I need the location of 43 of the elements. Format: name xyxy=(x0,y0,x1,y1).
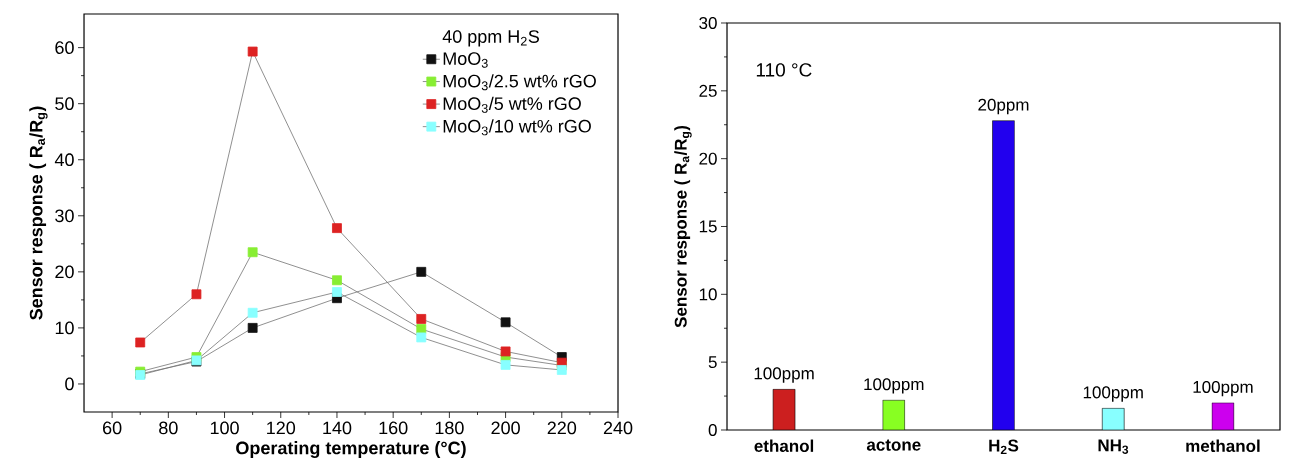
x-tick-label: 140 xyxy=(323,421,352,435)
y-tick-label: 40 xyxy=(54,153,74,167)
x-tick-label: ethanol xyxy=(754,439,814,453)
legend-label: MoO$_{3}$/10 wt% rGO xyxy=(443,119,591,136)
legend-label: MoO$_{3}$ xyxy=(443,52,488,68)
y-tick-label: 0 xyxy=(708,423,717,437)
x-tick-label: 60 xyxy=(103,421,122,435)
x-tick-label: 160 xyxy=(379,421,408,435)
y-tick-label: 20 xyxy=(55,265,74,279)
annotation: 100ppm xyxy=(1083,386,1143,402)
y-tick-label: 25 xyxy=(699,84,717,97)
annotation: 110 °C xyxy=(756,63,812,77)
legend-label: MoO$_{3}$/2.5 wt% rGO xyxy=(443,74,596,91)
legend-label: MoO$_{3}$/5 wt% rGO xyxy=(443,96,581,113)
y-tick-label: 30 xyxy=(699,16,717,30)
x-tick-label: 180 xyxy=(435,421,464,435)
legend-title: 40 ppm H$_{2}$S xyxy=(442,30,539,47)
x-tick-label: 80 xyxy=(159,421,178,435)
y-tick-label: 50 xyxy=(55,97,74,111)
x-tick-label: methanol xyxy=(1186,439,1260,453)
y-tick-label: 5 xyxy=(708,356,717,369)
y-tick-label: 10 xyxy=(55,321,74,335)
annotation: 100ppm xyxy=(864,378,924,394)
x-tick-label: 100 xyxy=(210,421,239,435)
x-tick-label: H$_{2}$S xyxy=(989,439,1019,454)
y-tick-label: 15 xyxy=(699,220,717,233)
y-tick-label: 30 xyxy=(55,209,74,223)
x-tick-label: 220 xyxy=(547,421,577,435)
y-tick-label: 0 xyxy=(65,377,74,391)
x-tick-label: 200 xyxy=(491,421,520,435)
annotation: 20ppm xyxy=(978,98,1029,115)
x-axis-title: Operating temperature (°C) xyxy=(236,441,466,458)
annotation: 100ppm xyxy=(1193,380,1253,397)
x-tick-label: 240 xyxy=(603,421,633,435)
y-tick-label: 20 xyxy=(699,152,717,165)
x-tick-label: 120 xyxy=(267,421,296,435)
y-axis-title: Sensor response ( R$_{a}$/R$_{g}$) xyxy=(674,125,692,328)
x-tick-label: actone xyxy=(866,439,921,451)
y-axis-title: Sensor response ( R$_{a}$/R$_{g}$) xyxy=(29,106,48,320)
y-tick-label: 60 xyxy=(55,41,74,54)
y-tick-label: 10 xyxy=(699,288,717,301)
x-tick-label: NH$_{3}$ xyxy=(1098,439,1129,454)
annotation: 100ppm xyxy=(754,367,814,383)
